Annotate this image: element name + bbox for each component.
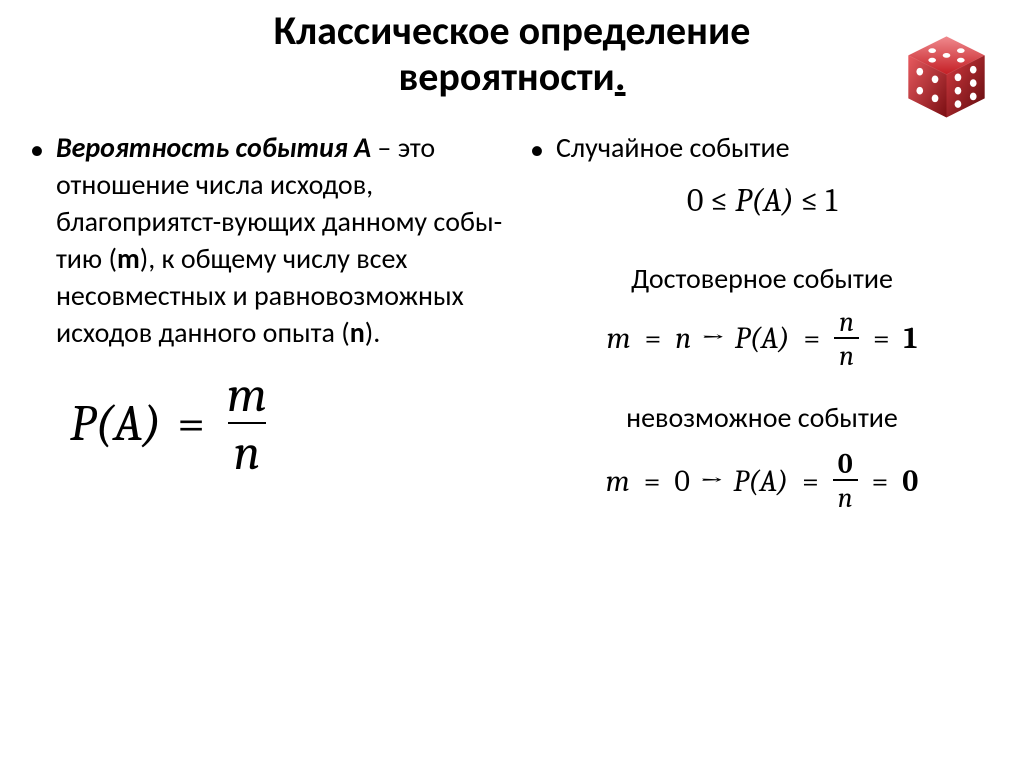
definition-n: n [350, 315, 365, 350]
certain-m: m [607, 321, 631, 356]
arrow-icon: → [700, 464, 724, 499]
definition-text: Вероятность события А – это отношение чи… [56, 130, 510, 352]
definition-lead: Вероятность события А [56, 130, 371, 165]
impossible-zero2: 0 [902, 464, 918, 499]
certain-fraction: n n [834, 308, 859, 370]
title-dot: . [615, 52, 626, 101]
arrow-icon: → [701, 321, 725, 356]
main-formula-num: m [221, 370, 273, 422]
certain-eq3: = [869, 321, 894, 356]
random-ineq-left: 0 ≤ [687, 182, 735, 219]
bullet-icon: • [530, 132, 544, 168]
impossible-pa: P(A) [733, 464, 788, 499]
title-line-1: Классическое определение [274, 6, 751, 55]
certain-one: 1 [904, 321, 918, 356]
main-formula-lhs: P(A) [70, 395, 161, 453]
content-columns: • Вероятность события А – это отношение … [0, 100, 1024, 512]
certain-n: n [675, 321, 691, 356]
random-event-formula: 0 ≤ P(A) ≤ 1 [530, 182, 994, 219]
right-column: • Случайное событие 0 ≤ P(A) ≤ 1 Достове… [530, 130, 994, 512]
certain-event-label: Достоверное событие [530, 261, 994, 297]
slide-title: Классическое определение вероятности. [0, 0, 1024, 100]
random-event-block: • Случайное событие [530, 130, 994, 168]
certain-pa: P(A) [735, 321, 790, 356]
impossible-zero1: 0 [674, 464, 690, 499]
impossible-fraction: 0 n [833, 450, 858, 512]
impossible-event-formula: m = 0 → P(A) = 0 n = 0 [530, 450, 994, 512]
definition-block: • Вероятность события А – это отношение … [30, 130, 510, 352]
impossible-eq3: = [868, 464, 893, 499]
impossible-eq1: = [640, 464, 665, 499]
dice-icon [889, 22, 1004, 127]
left-column: • Вероятность события А – это отношение … [30, 130, 510, 512]
main-formula-fraction: m n [221, 370, 273, 478]
bullet-icon: • [30, 132, 44, 168]
impossible-den: n [833, 479, 858, 512]
definition-m: m [117, 241, 140, 276]
random-pa: P(A) [735, 182, 793, 219]
certain-den: n [834, 337, 859, 370]
certain-eq1: = [641, 321, 666, 356]
main-formula: P(A) = m n [70, 370, 510, 478]
main-formula-den: n [228, 422, 267, 478]
random-event-label: Случайное событие [556, 130, 790, 166]
impossible-eq2: = [798, 464, 823, 499]
impossible-num: 0 [833, 450, 858, 479]
impossible-event-label: невозможное событие [530, 400, 994, 436]
impossible-m: m [606, 464, 630, 499]
title-line-2: вероятности [399, 52, 615, 101]
random-ineq-right: ≤ 1 [794, 182, 837, 219]
certain-eq2: = [799, 321, 824, 356]
main-formula-eq: = [173, 395, 209, 453]
certain-event-formula: m = n → P(A) = n n = 1 [530, 308, 994, 370]
certain-num: n [834, 308, 859, 337]
definition-body-3: ). [365, 315, 381, 350]
